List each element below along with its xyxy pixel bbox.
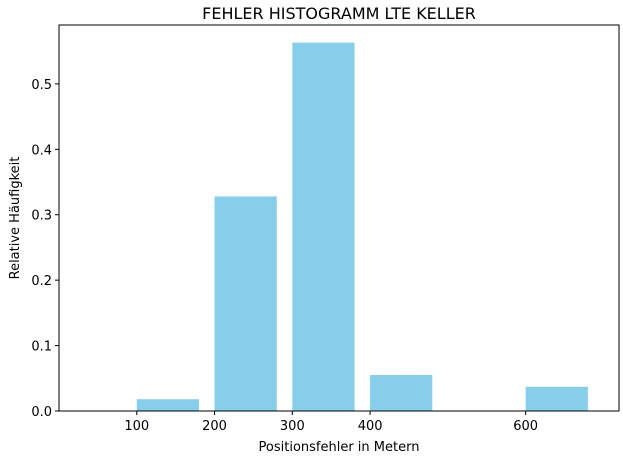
- y-tick-label: 0.5: [31, 78, 52, 93]
- x-tick-label: 600: [513, 419, 538, 434]
- x-axis-ticks: 100 200 300 400 600: [124, 411, 538, 434]
- bar-2: [292, 42, 355, 412]
- bar-1: [214, 196, 277, 411]
- bar-0: [136, 399, 199, 411]
- x-tick-label: 400: [358, 419, 383, 434]
- y-axis-ticks: 0.0 0.1 0.2 0.3 0.4 0.5: [31, 78, 59, 420]
- chart-title: FEHLER HISTOGRAMM LTE KELLER: [202, 4, 476, 23]
- bar-4: [525, 386, 588, 411]
- y-tick-label: 0.3: [31, 209, 52, 224]
- bar-3: [370, 375, 433, 411]
- x-tick-label: 200: [202, 419, 227, 434]
- x-axis-label: Positionsfehler in Metern: [259, 440, 420, 455]
- x-tick-label: 300: [280, 419, 305, 434]
- x-tick-label: 100: [124, 419, 149, 434]
- y-tick-label: 0.2: [31, 274, 52, 289]
- plot-frame: [58, 24, 620, 412]
- y-tick-label: 0.4: [31, 143, 52, 158]
- bars-group: [136, 42, 588, 412]
- y-tick-label: 0.1: [31, 340, 52, 355]
- y-tick-label: 0.0: [31, 405, 52, 420]
- y-axis-label: Relative Häufigkeit: [8, 157, 23, 280]
